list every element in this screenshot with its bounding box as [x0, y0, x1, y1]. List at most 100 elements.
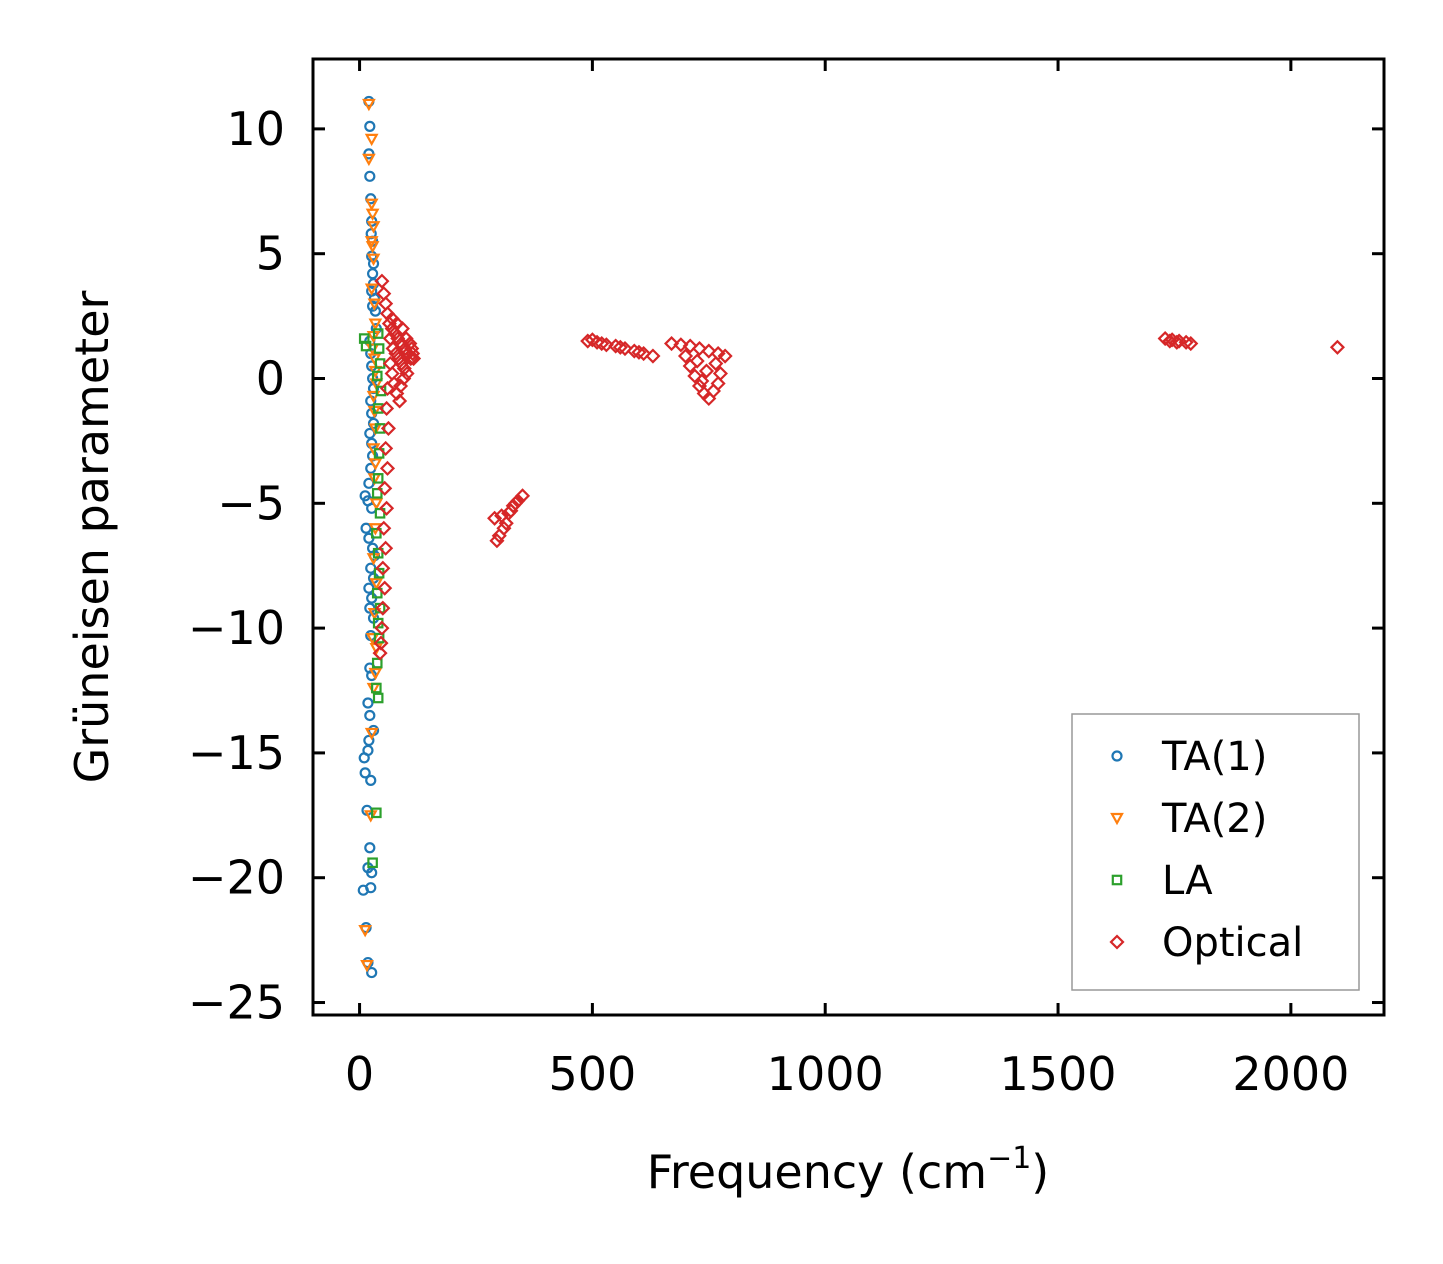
data-point — [365, 208, 380, 222]
data-point — [487, 510, 503, 526]
x-tick-label: 1500 — [1000, 1047, 1117, 1101]
data-point — [712, 365, 729, 382]
data-point — [698, 363, 715, 379]
data-point — [364, 842, 376, 854]
data-point — [394, 321, 410, 337]
data-point — [687, 368, 703, 384]
legend-marker — [1111, 874, 1123, 886]
data-point — [377, 580, 393, 596]
y-tick-label: −5 — [217, 476, 285, 530]
data-point — [1183, 335, 1199, 352]
y-axis-label: Grüneisen parameter — [65, 290, 119, 783]
data-point — [663, 335, 680, 352]
data-point — [498, 515, 514, 531]
data-point — [366, 221, 381, 234]
data-point — [1169, 334, 1185, 350]
data-point — [376, 520, 392, 536]
data-point — [366, 253, 381, 266]
data-point — [375, 560, 391, 576]
data-point — [392, 378, 409, 394]
data-point — [365, 241, 380, 254]
data-point — [372, 547, 384, 559]
data-point — [365, 774, 377, 786]
data-point — [368, 318, 383, 331]
data-point — [371, 370, 383, 382]
y-tick-label: 10 — [226, 102, 285, 156]
data-point — [374, 273, 390, 289]
data-point — [358, 752, 370, 764]
data-point — [626, 343, 642, 359]
axis-ticks-layer: 0 500 1000 1500 2000 10 5 0 −5 −10 −15 −20 −25 — [188, 59, 1384, 1101]
data-point — [357, 884, 369, 896]
y-tick-label: −25 — [188, 976, 285, 1030]
data-point — [373, 635, 389, 651]
data-point — [368, 458, 383, 471]
data-point — [368, 667, 383, 681]
data-point — [677, 348, 694, 364]
data-point — [363, 810, 378, 823]
data-point — [612, 339, 628, 355]
legend-entry: TA(2) — [1110, 796, 1267, 842]
legend-label: Optical — [1162, 920, 1303, 966]
data-point — [374, 423, 386, 434]
data-point — [489, 533, 505, 549]
data-point — [366, 966, 378, 979]
data-point — [372, 403, 384, 414]
data-point — [594, 335, 610, 352]
data-point — [399, 365, 415, 382]
data-point — [379, 460, 396, 476]
data-point — [636, 345, 652, 362]
y-tick-label: 0 — [256, 351, 285, 405]
data-point — [366, 390, 381, 404]
data-point — [359, 767, 371, 779]
data-point — [379, 500, 395, 516]
data-point — [369, 578, 384, 591]
data-point — [380, 420, 396, 436]
legend-marker — [1110, 812, 1124, 826]
data-point — [364, 120, 376, 132]
data-point — [360, 522, 372, 534]
data-point — [371, 682, 382, 694]
data-point — [369, 498, 384, 511]
data-point — [372, 645, 388, 661]
data-point — [694, 373, 710, 389]
data-point — [405, 345, 421, 362]
data-point — [364, 133, 379, 147]
data-point — [360, 959, 374, 973]
data-point — [598, 337, 614, 353]
data-point — [388, 345, 404, 362]
data-point — [673, 337, 689, 353]
data-point — [717, 348, 733, 364]
data-point — [589, 334, 605, 350]
y-tick-label: −15 — [188, 726, 285, 780]
data-point — [372, 473, 384, 484]
data-point — [367, 608, 382, 621]
data-point — [393, 355, 410, 372]
x-tick-label: 500 — [548, 1047, 636, 1101]
x-tick-label: 1000 — [767, 1047, 884, 1101]
data-point — [372, 328, 384, 339]
data-point — [682, 338, 698, 354]
data-point — [378, 440, 394, 456]
data-point — [371, 807, 382, 819]
data-point — [385, 340, 401, 357]
legend-marker — [1111, 750, 1123, 762]
data-point — [371, 488, 383, 499]
data-point — [708, 355, 724, 372]
data-point — [360, 340, 372, 352]
legend-label: TA(2) — [1161, 796, 1267, 842]
data-point — [364, 283, 379, 296]
data-point — [371, 657, 383, 669]
data-point — [689, 353, 705, 369]
plot-frame — [311, 57, 1386, 1017]
data-point — [364, 198, 379, 212]
data-point — [701, 343, 717, 359]
data-point — [580, 333, 596, 349]
data-point — [364, 170, 376, 182]
data-point — [362, 153, 376, 167]
data-point — [377, 480, 393, 496]
data-point — [392, 393, 408, 409]
data-point — [710, 375, 726, 392]
data-point — [364, 709, 376, 722]
